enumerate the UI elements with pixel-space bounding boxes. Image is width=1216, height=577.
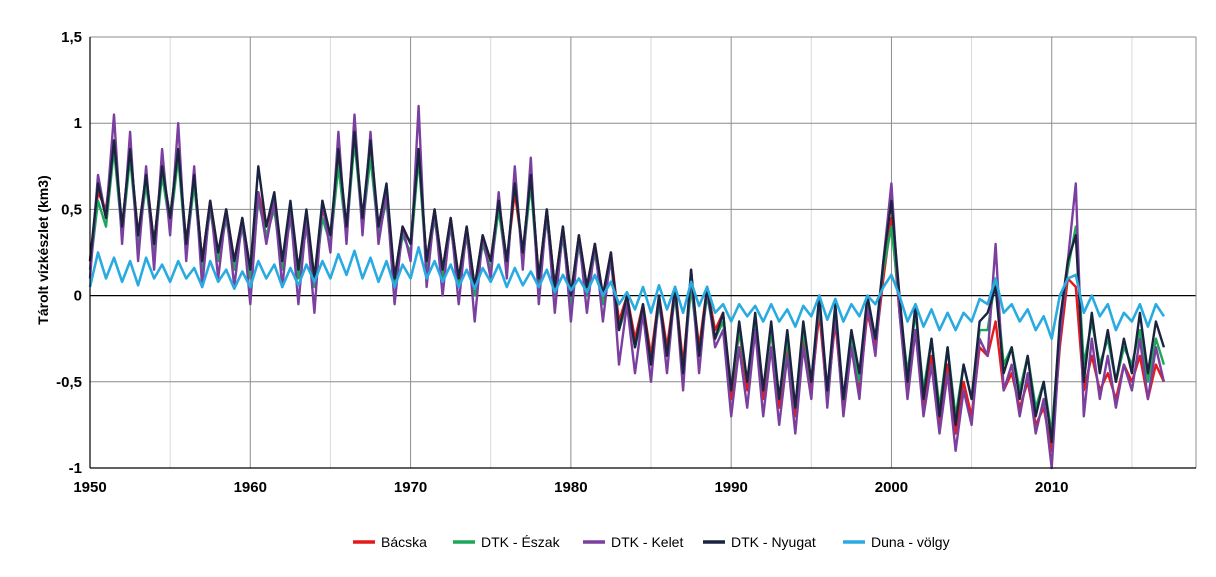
y-tick-label: 0 <box>74 288 82 305</box>
x-tick-label: 1950 <box>73 479 106 496</box>
legend-label: DTK - Észak <box>481 534 561 550</box>
y-tick-label: -0,5 <box>56 374 82 391</box>
y-tick-label: 1 <box>74 115 82 132</box>
y-axis-title: Tárolt vízkészlet (km3) <box>35 175 51 324</box>
x-tick-label: 2000 <box>875 479 908 496</box>
x-tick-label: 2010 <box>1035 479 1068 496</box>
legend-label: DTK - Kelet <box>611 534 683 550</box>
legend-label: Duna - völgy <box>871 534 950 550</box>
legend-label: DTK - Nyugat <box>731 534 816 550</box>
y-tick-label: 0,5 <box>61 201 82 218</box>
x-tick-label: 1990 <box>714 479 747 496</box>
x-tick-label: 1980 <box>554 479 587 496</box>
x-tick-label: 1970 <box>394 479 427 496</box>
legend-label: Bácska <box>381 534 427 550</box>
y-tick-label: -1 <box>69 460 82 477</box>
x-tick-label: 1960 <box>234 479 267 496</box>
y-tick-label: 1,5 <box>61 29 82 46</box>
